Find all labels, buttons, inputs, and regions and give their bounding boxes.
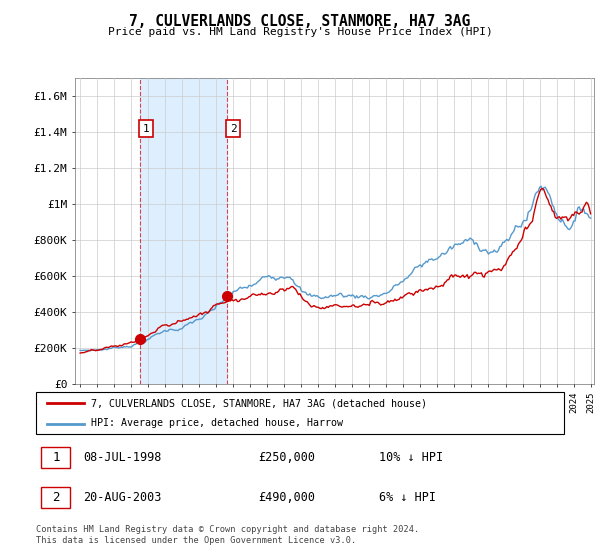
Text: 2: 2 <box>230 124 236 134</box>
Text: 7, CULVERLANDS CLOSE, STANMORE, HA7 3AG (detached house): 7, CULVERLANDS CLOSE, STANMORE, HA7 3AG … <box>91 398 427 408</box>
Bar <box>140 78 227 384</box>
FancyBboxPatch shape <box>36 392 564 434</box>
Text: 10% ↓ HPI: 10% ↓ HPI <box>379 451 443 464</box>
Text: Contains HM Land Registry data © Crown copyright and database right 2024.
This d: Contains HM Land Registry data © Crown c… <box>36 525 419 545</box>
FancyBboxPatch shape <box>41 447 70 468</box>
Text: 1: 1 <box>143 124 149 134</box>
Text: 20-AUG-2003: 20-AUG-2003 <box>83 491 162 504</box>
Text: 1: 1 <box>52 451 59 464</box>
Text: HPI: Average price, detached house, Harrow: HPI: Average price, detached house, Harr… <box>91 418 343 428</box>
Text: 2: 2 <box>52 491 59 504</box>
Text: 7, CULVERLANDS CLOSE, STANMORE, HA7 3AG: 7, CULVERLANDS CLOSE, STANMORE, HA7 3AG <box>130 14 470 29</box>
Text: £250,000: £250,000 <box>258 451 315 464</box>
Text: Price paid vs. HM Land Registry's House Price Index (HPI): Price paid vs. HM Land Registry's House … <box>107 27 493 37</box>
Text: £490,000: £490,000 <box>258 491 315 504</box>
Text: 6% ↓ HPI: 6% ↓ HPI <box>379 491 436 504</box>
FancyBboxPatch shape <box>41 487 70 508</box>
Text: 08-JUL-1998: 08-JUL-1998 <box>83 451 162 464</box>
